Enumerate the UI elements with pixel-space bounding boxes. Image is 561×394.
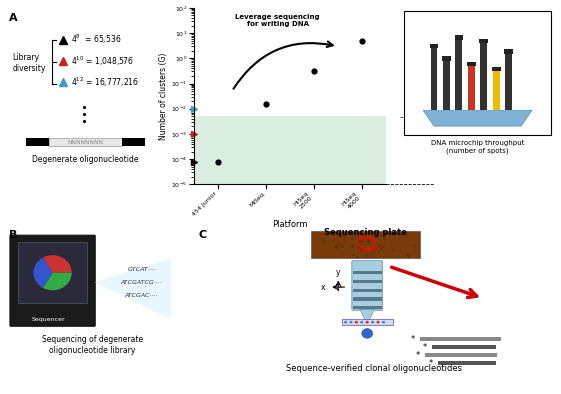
Text: ATCGATCG····: ATCGATCG···· [121, 280, 162, 285]
Circle shape [362, 329, 373, 338]
Point [261, 101, 270, 108]
Circle shape [371, 321, 374, 324]
Circle shape [349, 321, 353, 324]
FancyBboxPatch shape [404, 11, 551, 135]
Bar [353, 297, 381, 301]
Bar [442, 56, 451, 61]
Text: NNNNNNNN: NNNNNNNN [68, 139, 104, 145]
Bar [505, 54, 512, 110]
Circle shape [381, 321, 385, 324]
Bar [454, 35, 463, 40]
Bar [438, 361, 496, 365]
Bar [353, 271, 381, 274]
Polygon shape [423, 110, 532, 126]
Bar [353, 306, 381, 309]
Bar [26, 138, 49, 146]
Bar [493, 71, 500, 110]
Text: x: x [321, 282, 325, 292]
Bar [467, 62, 476, 66]
Text: 4$^{12}$ = 16,777,216: 4$^{12}$ = 16,777,216 [71, 75, 139, 89]
Text: Library
diversity: Library diversity [12, 52, 46, 72]
Text: A: A [9, 13, 18, 23]
Bar [311, 231, 420, 258]
Bar [468, 66, 475, 110]
Text: DNA microchip throughput
(number of spots): DNA microchip throughput (number of spot… [431, 140, 524, 154]
Wedge shape [43, 273, 72, 290]
Circle shape [365, 321, 369, 324]
Text: 4$^{10}$ = 1,048,576: 4$^{10}$ = 1,048,576 [71, 54, 134, 67]
Text: Sequence-verified clonal oligonucleotides: Sequence-verified clonal oligonucleotide… [287, 364, 462, 374]
Bar [194, 116, 386, 184]
Text: 4$^{8}$  = 65,536: 4$^{8}$ = 65,536 [71, 33, 121, 46]
Bar [420, 337, 501, 342]
Y-axis label: Number of clusters (G): Number of clusters (G) [159, 52, 168, 140]
Bar [353, 289, 381, 292]
Text: *: * [416, 351, 420, 360]
Bar [430, 48, 438, 110]
Text: GTCAT····: GTCAT···· [127, 267, 156, 272]
Text: Sequencer: Sequencer [32, 317, 65, 322]
Bar [433, 345, 496, 349]
Circle shape [376, 321, 380, 324]
Point [213, 158, 222, 165]
Text: Sequencing of degenerate
oligonucleotide library: Sequencing of degenerate oligonucleotide… [42, 335, 143, 355]
Bar [122, 138, 145, 146]
X-axis label: Platform: Platform [272, 219, 307, 229]
Circle shape [360, 321, 364, 324]
Bar [425, 353, 498, 357]
Bar [480, 39, 488, 43]
Text: Sequencing plate: Sequencing plate [324, 228, 407, 237]
Text: y: y [336, 268, 341, 277]
Text: *: * [410, 335, 415, 344]
Text: Degenerate oligonucleotide: Degenerate oligonucleotide [33, 155, 139, 164]
Text: *: * [429, 359, 433, 368]
FancyBboxPatch shape [10, 235, 95, 326]
Bar [360, 238, 374, 249]
FancyBboxPatch shape [352, 261, 383, 310]
Bar [456, 40, 462, 110]
Bar [443, 61, 450, 110]
Bar [430, 44, 438, 48]
Text: ATCGAC····: ATCGAC···· [124, 293, 158, 297]
Bar [480, 43, 487, 110]
Text: Leverage sequencing
for writing DNA: Leverage sequencing for writing DNA [235, 14, 320, 27]
Bar [342, 319, 393, 325]
Polygon shape [360, 309, 374, 321]
Text: B: B [9, 230, 17, 240]
Bar [504, 49, 513, 54]
Bar [18, 242, 88, 303]
Text: C: C [199, 230, 207, 240]
Bar [492, 67, 500, 71]
Text: *: * [423, 343, 427, 352]
Bar [49, 138, 122, 146]
Polygon shape [94, 258, 171, 319]
Bar [353, 280, 381, 283]
Wedge shape [34, 258, 53, 288]
Wedge shape [43, 255, 72, 273]
Circle shape [344, 321, 347, 324]
Point [357, 37, 366, 44]
Point [309, 68, 318, 74]
Circle shape [355, 321, 358, 324]
